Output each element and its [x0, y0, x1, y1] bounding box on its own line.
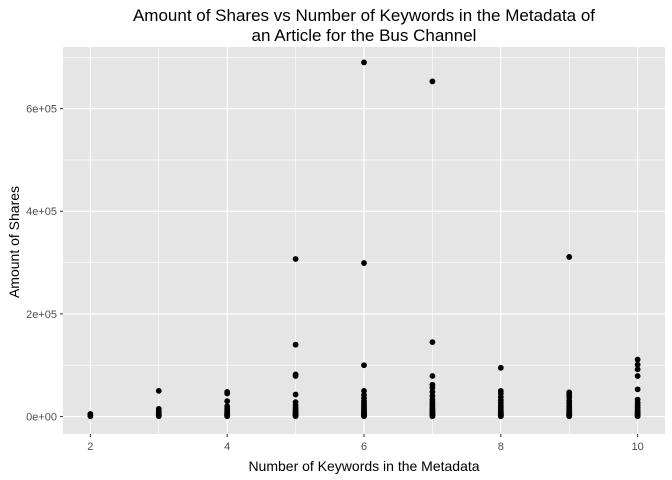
data-point: [361, 362, 367, 369]
x-tick-label: 10: [632, 441, 644, 453]
data-point: [87, 413, 94, 420]
data-point: [292, 413, 299, 420]
y-tick-label: 2e+05: [26, 309, 57, 321]
data-point: [634, 361, 641, 368]
x-tick-label: 2: [87, 441, 93, 453]
data-point: [429, 373, 436, 379]
chart-title-line-2: an Article for the Bus Channel: [252, 26, 477, 45]
chart-title-line-1: Amount of Shares vs Number of Keywords i…: [133, 6, 595, 25]
y-tick-label: 0e+00: [26, 412, 57, 424]
data-point: [566, 254, 573, 260]
data-point: [224, 390, 231, 397]
data-point: [497, 364, 504, 371]
data-point: [361, 260, 367, 266]
data-point: [361, 59, 367, 66]
data-point: [634, 413, 641, 420]
data-point: [566, 413, 573, 420]
data-point: [292, 341, 299, 348]
y-tick-label: 6e+05: [26, 104, 57, 116]
data-point: [361, 387, 367, 394]
data-point: [155, 413, 162, 420]
data-point: [634, 356, 641, 363]
x-axis-title: Number of Keywords in the Metadata: [248, 458, 479, 474]
data-point: [224, 413, 231, 420]
data-point: [292, 373, 299, 379]
data-point: [292, 391, 299, 398]
axis-ticks: 2 4 6 8 10 0e+00 2e+05 4e+05 6e+05: [26, 104, 644, 453]
x-tick-label: 6: [361, 441, 367, 453]
y-tick-label: 4e+05: [26, 206, 57, 218]
data-point: [155, 387, 162, 394]
data-point: [361, 413, 367, 420]
data-points: [87, 59, 641, 420]
data-point: [634, 386, 641, 393]
x-tick-label: 4: [224, 441, 230, 453]
data-point: [634, 373, 641, 379]
data-point: [429, 384, 436, 391]
data-point: [429, 389, 436, 395]
data-point: [497, 413, 504, 420]
y-axis-title: Amount of Shares: [6, 186, 22, 298]
data-point: [292, 256, 299, 262]
data-point: [634, 366, 641, 373]
data-point: [429, 413, 436, 420]
data-point: [224, 398, 231, 405]
x-tick-label: 8: [498, 441, 504, 453]
data-point: [429, 78, 436, 85]
data-point: [429, 339, 436, 346]
